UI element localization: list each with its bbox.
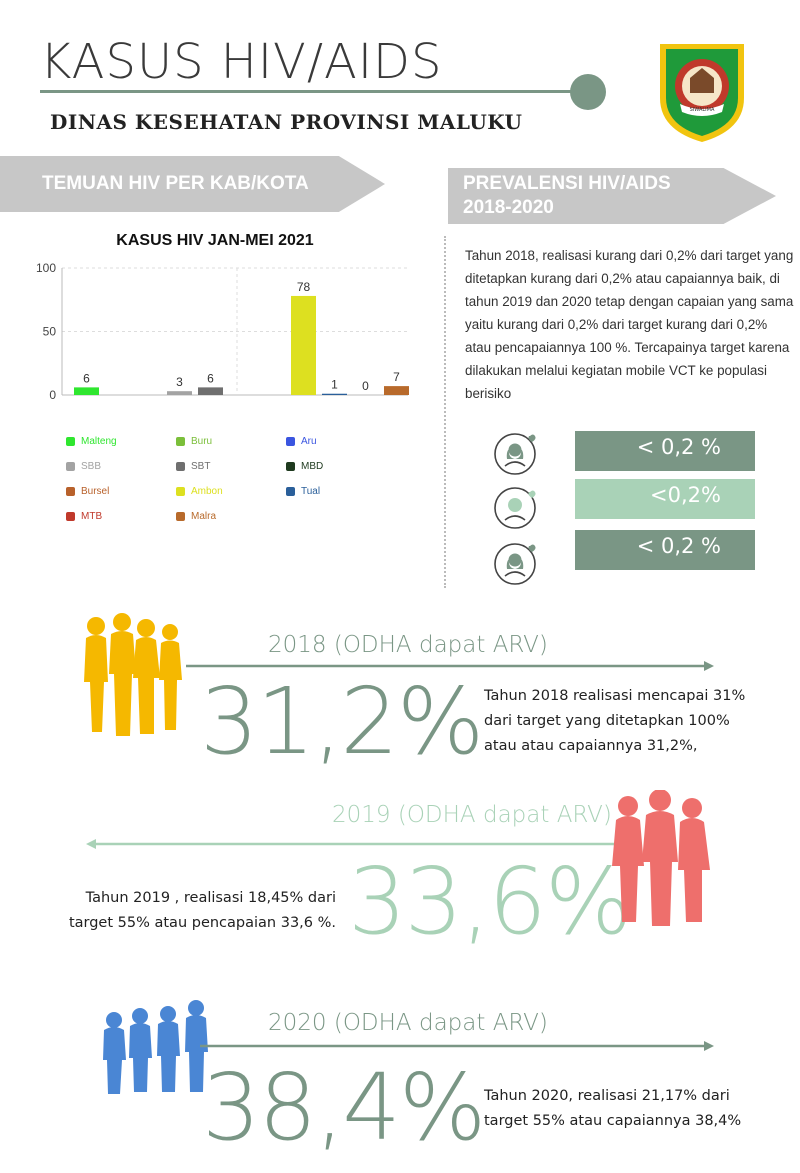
bar-malra bbox=[384, 386, 409, 395]
title-dot bbox=[570, 74, 606, 110]
legend-swatch bbox=[66, 487, 75, 496]
female-user-icon bbox=[492, 428, 540, 481]
legend-item-ambon: Ambon bbox=[176, 486, 223, 497]
legend-label: SBB bbox=[81, 461, 102, 472]
legend-item-sbt: SBT bbox=[176, 461, 210, 472]
vertical-divider bbox=[444, 236, 446, 588]
legend-label: Bursel bbox=[81, 486, 110, 497]
y-tick-label: 100 bbox=[36, 261, 56, 275]
legend-label: MBD bbox=[301, 461, 324, 472]
rate-box-2020: < 0,2 % bbox=[575, 530, 755, 570]
rate-box-2019: <0,2% bbox=[575, 479, 755, 519]
legend-item-mtb: MTB bbox=[66, 511, 102, 522]
legend-swatch bbox=[66, 462, 75, 471]
bar-ambon bbox=[291, 295, 316, 395]
legend-label: SBT bbox=[191, 461, 211, 472]
legend-label: Aru bbox=[301, 436, 317, 447]
legend-swatch bbox=[66, 437, 75, 446]
chart-title: KASUS HIV JAN-MEI 2021 bbox=[116, 232, 314, 249]
arv-2018-percentage: 31,2% bbox=[200, 668, 484, 775]
data-label: 3 bbox=[176, 375, 183, 389]
legend-label: Malra bbox=[191, 511, 217, 522]
arv-2020-description: Tahun 2020, realisasi 21,17% dari target… bbox=[484, 1088, 742, 1129]
legend-label: Tual bbox=[301, 486, 321, 497]
legend-swatch bbox=[286, 487, 295, 496]
arrow-right-icon bbox=[200, 1041, 714, 1051]
group-of-people-icon bbox=[78, 612, 188, 747]
legend-swatch bbox=[176, 462, 185, 471]
rate-box-2018: < 0,2 % bbox=[575, 431, 755, 471]
legend-swatch bbox=[286, 462, 295, 471]
arv-2019-description: Tahun 2019 , realisasi 18,45% dari targe… bbox=[68, 890, 336, 931]
female-user-icon bbox=[492, 538, 540, 591]
legend-item-malteng: Malteng bbox=[66, 436, 117, 447]
maluku-emblem-icon: SIWALIMA bbox=[652, 38, 752, 146]
bar-sbb bbox=[167, 391, 192, 395]
group-of-people-icon bbox=[606, 789, 716, 935]
arv-2020-percentage: 38,4% bbox=[202, 1054, 486, 1161]
title-underline bbox=[40, 90, 580, 93]
bar-sbt bbox=[198, 387, 223, 395]
bar-chart: 0 50 100 6 3 6 78 1 0 7 bbox=[36, 261, 409, 402]
arrow-left-icon bbox=[86, 839, 616, 849]
legend-swatch bbox=[176, 437, 185, 446]
logo-text: SIWALIMA bbox=[690, 107, 715, 113]
legend-item-aru: Aru bbox=[286, 436, 317, 447]
arv-2020-heading: 2020 (ODHA dapat ARV) bbox=[268, 1010, 548, 1036]
data-label: 6 bbox=[83, 371, 90, 385]
arv-2019-heading: 2019 (ODHA dapat ARV) bbox=[332, 802, 612, 828]
chart-legend: Malteng Buru Aru SBB SBT MBD Bursel Ambon Tual MT… bbox=[66, 436, 416, 536]
legend-item-malra: Malra bbox=[176, 511, 216, 522]
page-title: KASUS HIV/AIDS bbox=[40, 34, 443, 90]
bar-tual bbox=[322, 393, 347, 395]
prevalence-description: Tahun 2018, realisasi kurang dari 0,2% d… bbox=[465, 248, 794, 401]
legend-item-buru: Buru bbox=[176, 436, 212, 447]
data-label: 78 bbox=[297, 280, 311, 294]
data-label: 0 bbox=[362, 379, 369, 393]
legend-label: Ambon bbox=[191, 486, 223, 497]
legend-label: Buru bbox=[191, 436, 213, 447]
male-user-icon bbox=[492, 482, 540, 535]
arv-2018-heading: 2018 (ODHA dapat ARV) bbox=[268, 632, 548, 658]
arv-2018-description: Tahun 2018 realisasi mencapai 31% dari t… bbox=[484, 688, 746, 754]
y-tick-label: 0 bbox=[49, 388, 56, 402]
legend-item-mbd: MBD bbox=[286, 461, 323, 472]
legend-label: Malteng bbox=[81, 436, 117, 447]
data-label: 6 bbox=[207, 371, 214, 385]
group-of-people-icon bbox=[100, 996, 212, 1101]
legend-swatch bbox=[176, 512, 185, 521]
data-label: 1 bbox=[331, 378, 338, 392]
y-tick-label: 50 bbox=[43, 325, 57, 339]
legend-swatch bbox=[66, 512, 75, 521]
legend-item-sbb: SBB bbox=[66, 461, 101, 472]
arv-2019-percentage: 33,6% bbox=[348, 848, 632, 955]
legend-item-bursel: Bursel bbox=[66, 486, 109, 497]
legend-swatch bbox=[176, 487, 185, 496]
data-label: 7 bbox=[393, 370, 400, 384]
legend-swatch bbox=[286, 437, 295, 446]
banner-prevalence: PREVALENSI HIV/AIDS 2018-2020 bbox=[448, 168, 776, 224]
banner-hiv-per-district: TEMUAN HIV PER KAB/KOTA bbox=[0, 156, 385, 212]
legend-label: MTB bbox=[81, 511, 103, 522]
bar-malteng bbox=[74, 387, 99, 395]
legend-item-tual: Tual bbox=[286, 486, 320, 497]
page-subtitle: DINAS KESEHATAN PROVINSI MALUKU bbox=[50, 110, 523, 134]
arrow-right-icon bbox=[186, 661, 714, 671]
